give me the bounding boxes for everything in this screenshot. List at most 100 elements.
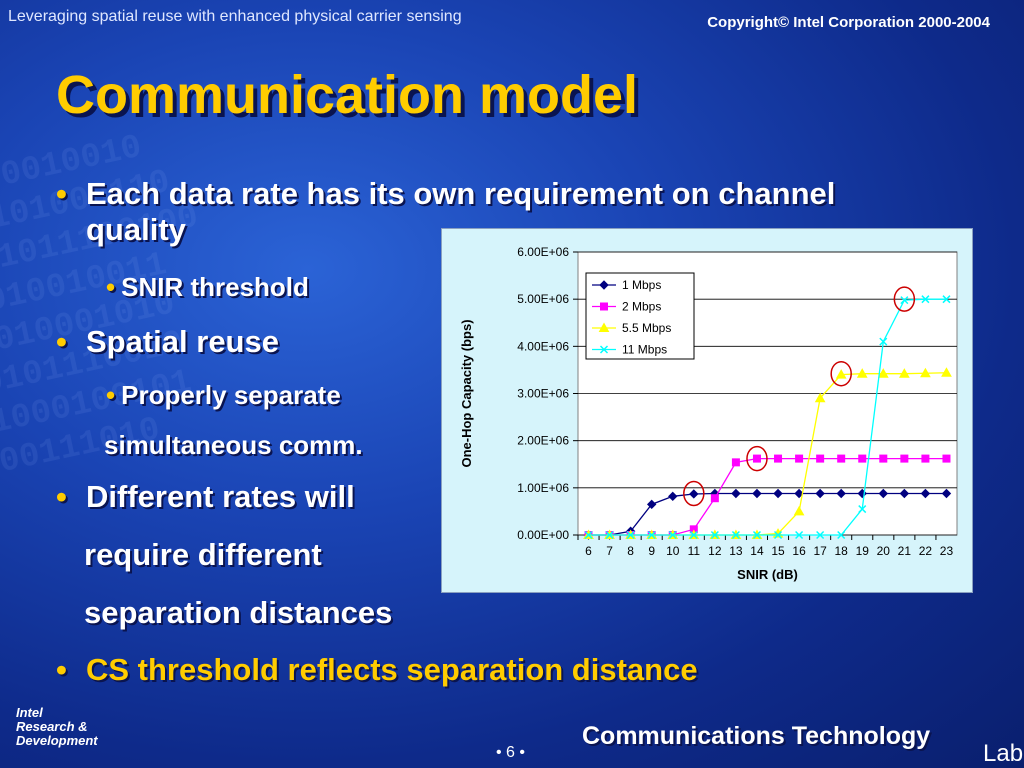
data-point-4 [816, 530, 825, 540]
data-point-2 [942, 454, 951, 463]
y-tick-label: 5.00E+06 [517, 292, 569, 306]
bullet-dot-icon: • [56, 176, 67, 211]
data-point-2 [710, 494, 719, 503]
legend-marker [600, 302, 608, 311]
intel-logo-text: Intel Research & Development [16, 706, 98, 748]
presentation-subtitle: Leveraging spatial reuse with enhanced p… [8, 8, 462, 25]
x-tick-label: 7 [606, 544, 613, 558]
series-line-4 [588, 298, 947, 536]
y-tick-label: 6.00E+06 [517, 245, 569, 259]
highlight-circle [830, 360, 852, 387]
data-point-2 [858, 454, 867, 463]
data-point-1 [836, 488, 846, 499]
y-tick-label: 1.00E+06 [517, 481, 569, 495]
bullet-text-continued: require different [84, 537, 322, 572]
x-tick-label: 22 [919, 544, 933, 558]
legend-label: 11 Mbps [622, 343, 667, 357]
data-point-3 [899, 368, 910, 378]
legend-marker [599, 280, 609, 290]
intel-logo-line: Intel [16, 705, 43, 720]
x-tick-label: 15 [771, 544, 785, 558]
page-number: • 6 • [496, 744, 525, 761]
bullet-cs-threshold: • CS threshold reflects separation dista… [56, 652, 698, 688]
subbullet-text-continued: simultaneous comm. [104, 430, 363, 460]
x-tick-label: 8 [627, 544, 634, 558]
x-tick-label: 14 [750, 544, 764, 558]
data-point-1 [752, 488, 762, 499]
data-point-3 [941, 367, 952, 377]
data-point-1 [878, 488, 889, 499]
data-point-4 [858, 505, 867, 514]
x-tick-label: 10 [666, 544, 680, 558]
data-point-4 [710, 530, 719, 540]
legend-marker [598, 322, 610, 332]
x-tick-label: 16 [792, 544, 806, 558]
data-point-1 [773, 488, 783, 499]
data-point-4 [795, 530, 804, 540]
data-point-4 [942, 295, 951, 304]
data-point-3 [793, 505, 805, 516]
y-tick-label: 2.00E+06 [517, 434, 569, 448]
data-point-1 [689, 489, 699, 499]
slide-title: Communication model [56, 65, 639, 125]
data-point-4 [668, 530, 677, 540]
x-tick-label: 11 [688, 544, 701, 558]
group-name: Communications Technology [582, 722, 931, 750]
legend-label: 5.5 Mbps [622, 321, 671, 335]
data-point-2 [816, 454, 825, 463]
bullet-text-continued: separation distances [84, 595, 393, 630]
copyright-notice: Copyright© Intel Corporation 2000-2004 [707, 14, 990, 31]
x-tick-label: 17 [813, 544, 827, 558]
x-tick-label: 21 [898, 544, 912, 558]
bullet-text: Spatial reuse [86, 324, 279, 359]
x-axis-label: SNIR (dB) [737, 567, 798, 582]
legend-marker [599, 345, 609, 354]
bullet-dot-icon: • [56, 652, 67, 687]
bullet-text: Each data rate has its own requirement o… [86, 176, 836, 211]
x-tick-label: 13 [729, 544, 743, 558]
data-point-4 [731, 530, 740, 540]
x-tick-label: 12 [708, 544, 722, 558]
highlight-circle [893, 286, 916, 312]
data-point-4 [921, 295, 930, 304]
bullet-spatial-reuse: • Spatial reuse [56, 324, 279, 360]
data-point-4 [879, 337, 888, 346]
data-point-2 [900, 454, 909, 463]
bullet-dot-icon: • [106, 380, 116, 410]
y-axis-label: One-Hop Capacity (bps) [459, 319, 474, 467]
data-point-4 [837, 530, 846, 540]
data-point-3 [877, 368, 889, 378]
subbullet-snir-threshold: • SNIR threshold [106, 272, 309, 303]
y-tick-label: 0.00E+00 [517, 528, 569, 542]
capacity-chart: 0.00E+00 1.00E+06 2.00E+06 3.00E+06 4.00E+06… [441, 228, 973, 593]
data-point-1 [794, 488, 804, 499]
bullet-text-continued: quality [86, 212, 186, 247]
intel-logo-line: Research & [16, 719, 88, 734]
x-tick-label: 6 [585, 544, 592, 558]
data-point-1 [668, 491, 678, 502]
data-point-2 [879, 454, 888, 463]
highlight-circle [683, 480, 705, 507]
data-point-1 [920, 488, 931, 499]
data-point-3 [856, 368, 868, 378]
subbullet-text: SNIR threshold [121, 272, 309, 302]
data-point-4 [605, 530, 614, 540]
y-tick-label: 3.00E+06 [517, 387, 569, 401]
data-point-2 [837, 454, 846, 463]
data-point-3 [814, 392, 826, 403]
data-point-2 [774, 454, 783, 463]
bullet-dot-icon: • [106, 272, 116, 302]
subbullet-text: Properly separate [121, 380, 341, 410]
data-point-2 [921, 454, 930, 463]
legend-label: 2 Mbps [622, 300, 661, 314]
data-point-4 [752, 530, 762, 540]
data-point-4 [626, 530, 635, 540]
highlight-circle [746, 445, 768, 472]
legend-label: 1 Mbps [622, 278, 661, 292]
x-tick-label: 9 [648, 544, 655, 558]
data-point-3 [835, 369, 847, 379]
bullet-text: Different rates will [86, 479, 355, 514]
subbullet-properly-separate: • Properly separate [106, 380, 341, 411]
bullet-different-rates: • Different rates will [56, 479, 355, 515]
data-point-4 [900, 296, 909, 305]
